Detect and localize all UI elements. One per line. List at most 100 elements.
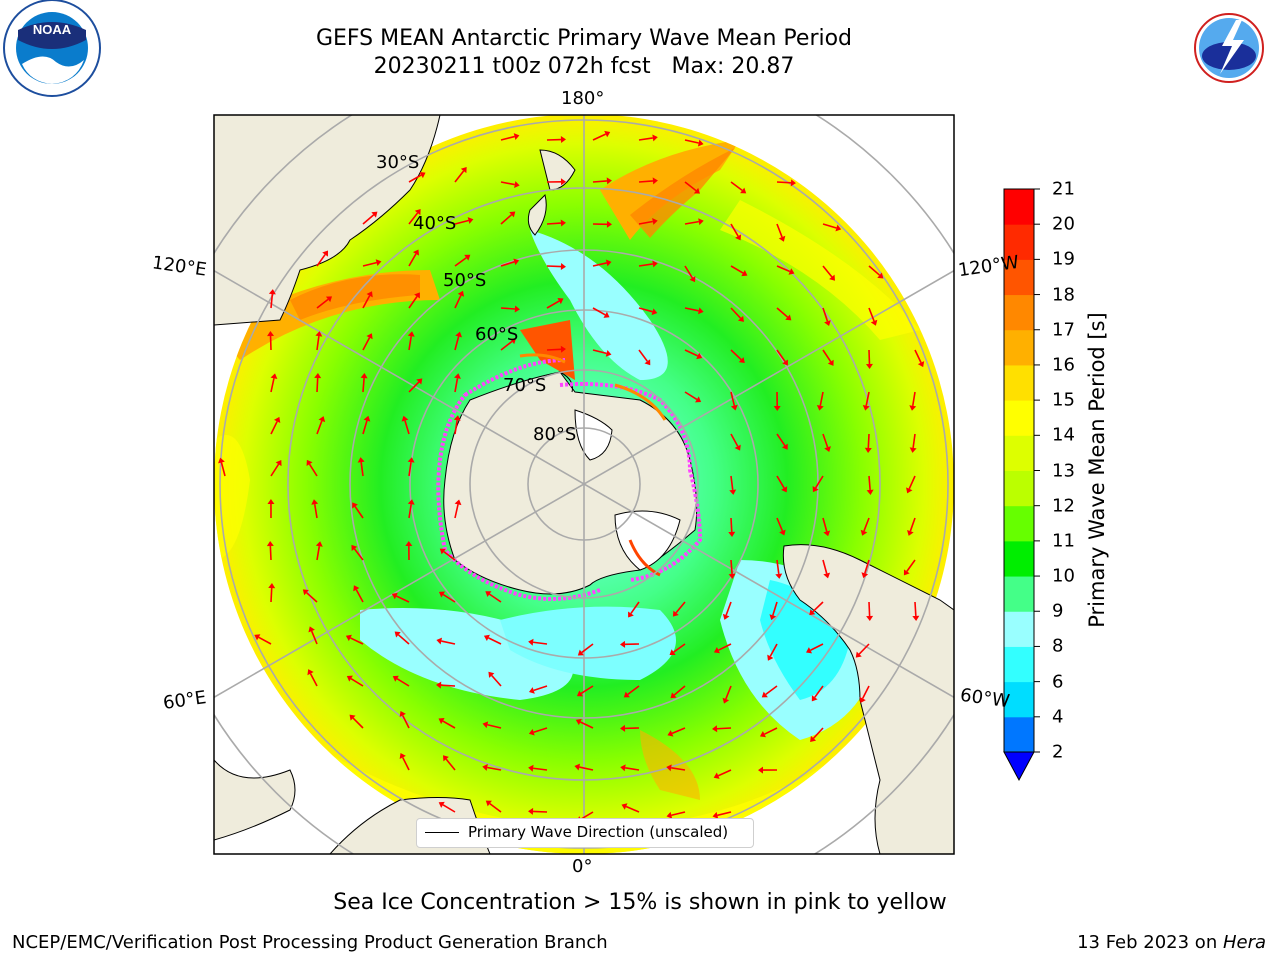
colorbar-tick-label: 2 xyxy=(1052,741,1064,763)
wave-arrow xyxy=(270,373,278,393)
wave-arrow xyxy=(912,601,920,621)
wave-arrow xyxy=(730,181,747,194)
wave-arrow xyxy=(391,592,410,603)
colorbar-segment xyxy=(1004,681,1034,718)
wave-arrow xyxy=(408,208,421,225)
wave-arrow xyxy=(346,675,364,687)
wave-arrow xyxy=(438,591,456,603)
wave-arrow xyxy=(903,559,916,576)
wave-arrow xyxy=(862,391,870,411)
wave-arrow xyxy=(268,583,276,603)
wave-arrow xyxy=(311,499,319,519)
colorbar-tick-label: 21 xyxy=(1052,178,1075,200)
wave-arrow xyxy=(546,219,566,227)
wave-arrow xyxy=(485,591,502,603)
wave-arrow xyxy=(712,811,732,819)
wave-arrow xyxy=(546,178,566,186)
colorbar-tick-label: 11 xyxy=(1052,530,1075,552)
wave-arrow xyxy=(345,634,364,645)
wave-arrow xyxy=(394,631,410,645)
wave-arrow xyxy=(488,671,502,687)
wave-arrow xyxy=(302,589,318,603)
legend-label: Primary Wave Direction (unscaled) xyxy=(468,823,729,841)
wave-arrow xyxy=(408,172,426,183)
wave-arrow xyxy=(712,725,732,733)
noaa-logo-text: NOAA xyxy=(33,22,72,37)
wave-arrow xyxy=(436,681,456,689)
wave-arrow xyxy=(592,349,612,357)
wave-arrow xyxy=(638,260,658,268)
wave-arrow xyxy=(407,457,415,477)
wave-arrow xyxy=(776,179,796,187)
wave-arrow xyxy=(362,259,382,267)
wave-arrow xyxy=(670,685,686,699)
wave-arrow xyxy=(267,331,275,351)
wave-arrow xyxy=(822,349,834,366)
wave-arrow xyxy=(528,727,548,736)
wave-arrow xyxy=(500,305,520,313)
wave-arrow xyxy=(810,727,824,742)
wave-arrow xyxy=(453,415,461,435)
wave-arrow xyxy=(761,685,778,698)
wave-arrow xyxy=(806,643,824,654)
wave-arrow xyxy=(270,416,281,435)
colorbar-tick-label: 18 xyxy=(1052,284,1075,306)
wave-arrow xyxy=(906,475,916,494)
wave-arrow xyxy=(399,710,410,729)
wave-arrow xyxy=(399,752,410,771)
wave-arrow xyxy=(254,634,272,645)
wave-arrow xyxy=(669,643,686,656)
colorbar-segment xyxy=(1004,611,1034,647)
wave-arrow xyxy=(773,391,781,411)
wave-arrow xyxy=(861,559,870,579)
chart-subtitle: 20230211 t00z 072h fcst Max: 20.87 xyxy=(373,54,795,79)
colorbar-tick-label: 16 xyxy=(1052,354,1075,376)
wave-arrow xyxy=(268,289,276,309)
wave-arrow xyxy=(667,727,686,737)
wave-arrow xyxy=(713,643,732,654)
wave-arrow xyxy=(730,307,744,322)
wave-arrow xyxy=(822,559,831,579)
wave-arrow xyxy=(769,601,778,621)
wave-arrow xyxy=(868,307,878,326)
colorbar-tick-label: 9 xyxy=(1052,600,1064,622)
wave-arrow xyxy=(592,177,612,185)
wave-arrow xyxy=(672,601,686,617)
wave-arrow xyxy=(809,601,824,616)
colorbar-tick-label: 6 xyxy=(1052,671,1064,693)
colorbar-tick-label: 10 xyxy=(1052,565,1075,587)
sea-ice-note: Sea Ice Concentration > 15% is shown in … xyxy=(333,890,947,915)
wave-arrow xyxy=(638,134,658,142)
wave-arrow xyxy=(546,345,566,353)
credit-text: NCEP/EMC/Verification Post Processing Pr… xyxy=(12,932,608,953)
wave-arrow xyxy=(454,499,462,519)
wave-arrow xyxy=(776,517,786,536)
wave-arrow xyxy=(684,391,702,403)
colorbar-segment xyxy=(1004,189,1034,225)
wave-arrow xyxy=(528,807,548,815)
wave-arrow xyxy=(775,559,783,579)
wave-arrow xyxy=(307,669,318,687)
wave-arrow xyxy=(546,263,566,271)
legend-line-swatch xyxy=(425,832,459,833)
colorbar-tick-label: 20 xyxy=(1052,213,1075,235)
wave-arrow xyxy=(812,475,824,493)
wave-arrow xyxy=(528,685,548,694)
wave-arrow xyxy=(408,378,423,393)
wave-arrow xyxy=(482,764,502,771)
lat-label-50s: 50°S xyxy=(443,270,487,291)
wave-arrow xyxy=(623,685,640,698)
continents xyxy=(214,115,954,854)
wave-arrow xyxy=(866,601,874,621)
wave-arrow xyxy=(574,763,594,771)
wave-arrow xyxy=(729,475,737,495)
wave-arrow xyxy=(684,218,704,226)
wave-arrow xyxy=(722,601,732,620)
wave-arrow xyxy=(528,638,548,646)
wave-arrow xyxy=(684,307,704,315)
wave-arrow xyxy=(822,307,831,327)
wave-arrow xyxy=(592,307,610,318)
wave-arrow xyxy=(575,718,594,729)
wave-arrow xyxy=(576,685,594,697)
